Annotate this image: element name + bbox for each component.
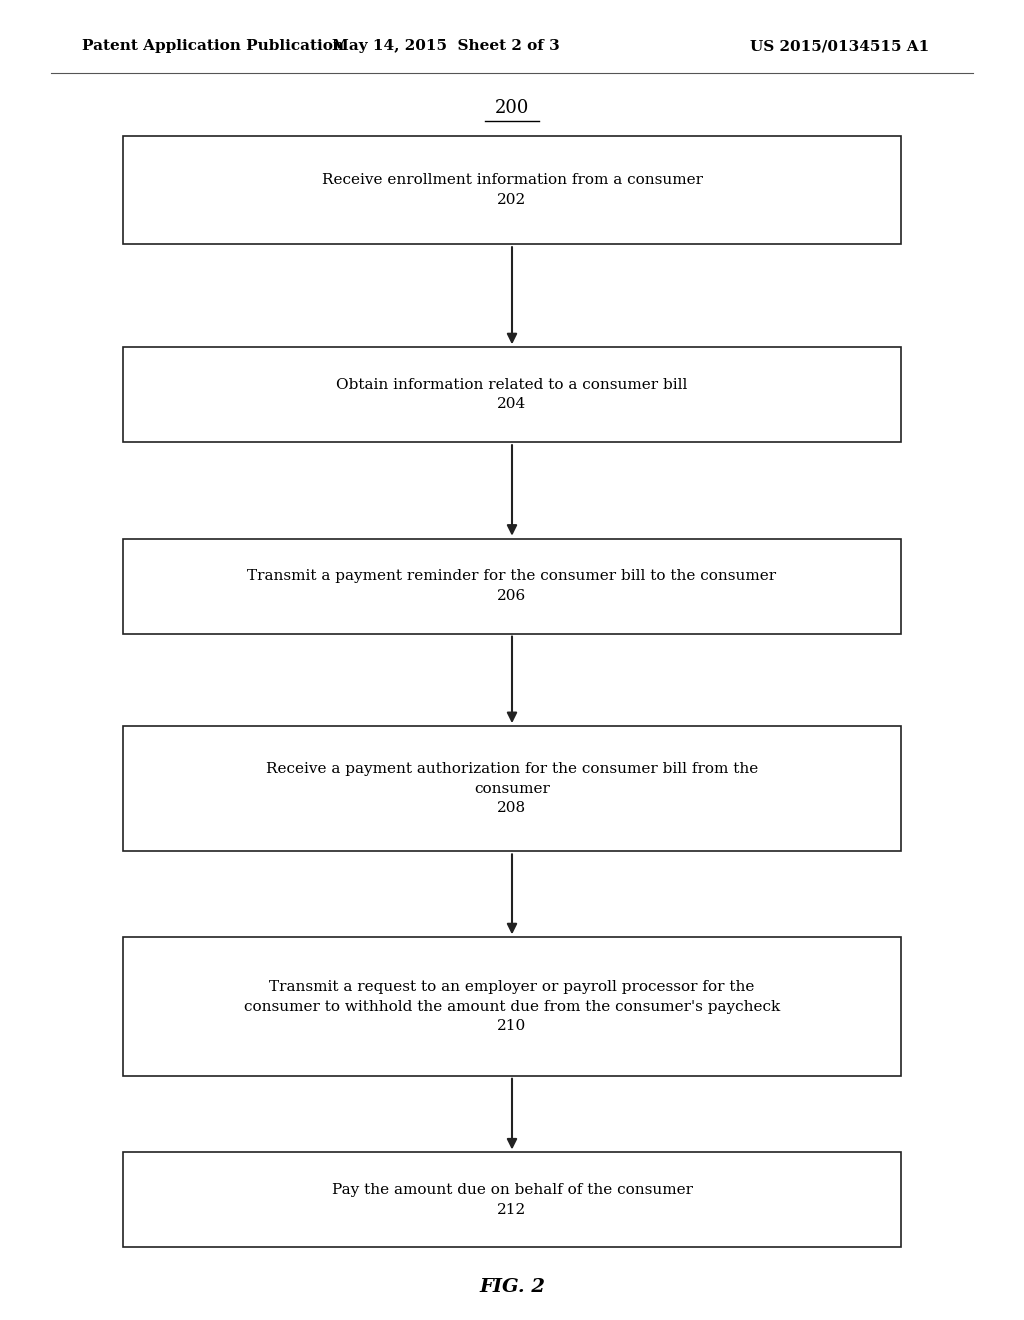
Text: 200: 200 (495, 99, 529, 117)
Text: Obtain information related to a consumer bill
204: Obtain information related to a consumer… (336, 378, 688, 412)
Text: Receive enrollment information from a consumer
202: Receive enrollment information from a co… (322, 173, 702, 207)
Text: Transmit a payment reminder for the consumer bill to the consumer
206: Transmit a payment reminder for the cons… (248, 569, 776, 603)
Bar (123, 136, 901, 244)
Text: Patent Application Publication: Patent Application Publication (82, 40, 344, 53)
Bar (123, 539, 901, 634)
Text: May 14, 2015  Sheet 2 of 3: May 14, 2015 Sheet 2 of 3 (332, 40, 559, 53)
Bar (123, 937, 901, 1076)
Text: US 2015/0134515 A1: US 2015/0134515 A1 (750, 40, 930, 53)
Text: FIG. 2: FIG. 2 (479, 1278, 545, 1296)
Bar (123, 1152, 901, 1247)
Text: Receive a payment authorization for the consumer bill from the
consumer
208: Receive a payment authorization for the … (266, 762, 758, 816)
Bar (123, 347, 901, 442)
Text: Transmit a request to an employer or payroll processor for the
consumer to withh: Transmit a request to an employer or pay… (244, 979, 780, 1034)
Text: Pay the amount due on behalf of the consumer
212: Pay the amount due on behalf of the cons… (332, 1183, 692, 1217)
Bar (123, 726, 901, 851)
